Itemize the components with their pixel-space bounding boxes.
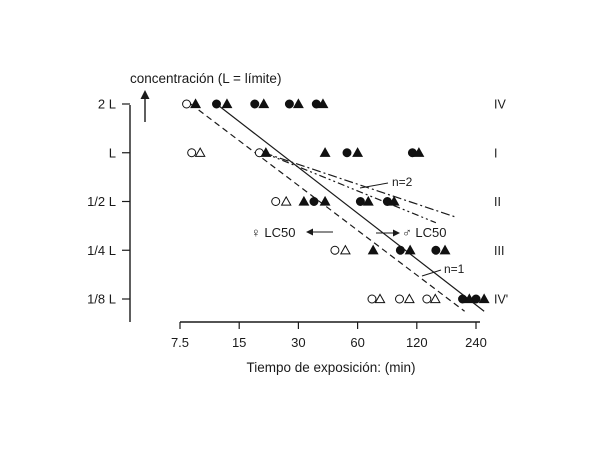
chart-axes [129,90,480,323]
x-tick-label: 7.5 [171,335,189,350]
filled-circle-point [309,197,319,206]
filled-circle-point [431,245,441,255]
arrow-right-icon [393,229,400,237]
filled-triangle-point [478,293,490,304]
x-tick-label: 15 [232,335,246,350]
annotation-female-lc50: ♀ LC50 [251,225,295,240]
filled-triangle-point [439,244,451,255]
annotation-n1: n=1 [444,262,465,276]
filled-circle-point [342,148,352,158]
filled-triangle-point [317,98,329,109]
open-circle-point [182,99,192,109]
filled-triangle-point [463,293,475,304]
filled-circle-point [355,197,365,206]
group-label: IV [494,98,506,112]
open-circle-point [395,294,405,304]
x-tick-label: 120 [406,335,428,350]
annotation-male-lc50: ♂ LC50 [402,225,446,240]
n1-leader-line [421,269,442,277]
filled-circle-point [250,99,260,109]
open-triangle-point [403,293,415,304]
filled-triangle-point [260,147,272,157]
filled-triangle-point [367,244,379,255]
fit-line-dash-dot [263,152,457,218]
open-circle-point [422,294,432,304]
open-triangle-point [194,147,206,157]
x-tick-label: 240 [465,335,487,350]
filled-triangle-point [413,147,425,157]
y-axis-title: concentración (L = límite) [130,71,281,86]
filled-circle-point [284,99,294,109]
open-triangle-point [429,293,441,304]
group-label: III [494,244,504,258]
filled-triangle-point [298,195,310,206]
n2-leader-line [359,182,389,189]
y-tick-label: 2 L [98,97,116,112]
fit-line-dashed [190,103,465,312]
filled-triangle-point [319,147,331,157]
filled-triangle-point [190,98,202,109]
x-tick-label: 60 [350,335,364,350]
filled-triangle-point [319,195,331,206]
open-circle-point [367,294,377,304]
fit-lines [190,103,485,312]
open-circle-point [187,148,197,158]
arrow-left-icon [306,228,313,236]
open-circle-point [330,245,340,255]
filled-triangle-point [292,98,304,109]
x-axis-title: Tiempo de exposición: (min) [246,360,415,375]
open-triangle-point [339,244,351,255]
x-tick-label: 30 [291,335,305,350]
open-triangle-point [374,293,386,304]
group-label: IV' [494,293,508,307]
annotation-n2: n=2 [392,175,413,189]
filled-triangle-point [404,244,416,255]
y-axis-arrow-head-icon [140,90,150,99]
data-points [182,98,490,304]
open-circle-point [271,197,281,206]
filled-triangle-point [352,147,364,157]
fit-line-dash-dot-dot [263,152,437,224]
filled-triangle-point [258,98,270,109]
annotations: n=2 n=1 ♀ LC50 ♂ LC50 [251,175,465,277]
filled-circle-point [395,245,405,255]
fit-line-solid [216,103,485,312]
filled-circle-point [212,99,222,109]
filled-triangle-point [388,195,400,206]
y-tick-label: 1/4 L [87,243,116,258]
y-tick-label: L [109,145,116,160]
y-tick-label: 1/8 L [87,292,116,307]
y-tick-label: 1/2 L [87,194,116,209]
filled-triangle-point [362,195,374,206]
group-label: I [494,146,497,160]
x-axis-ticks: 7.5 15 30 60 120 240 [171,322,487,350]
y-axis-ticks: 2 L L 1/2 L 1/4 L 1/8 L [87,97,130,307]
open-triangle-point [280,195,292,206]
filled-triangle-point [221,98,233,109]
group-label: II [494,195,501,209]
